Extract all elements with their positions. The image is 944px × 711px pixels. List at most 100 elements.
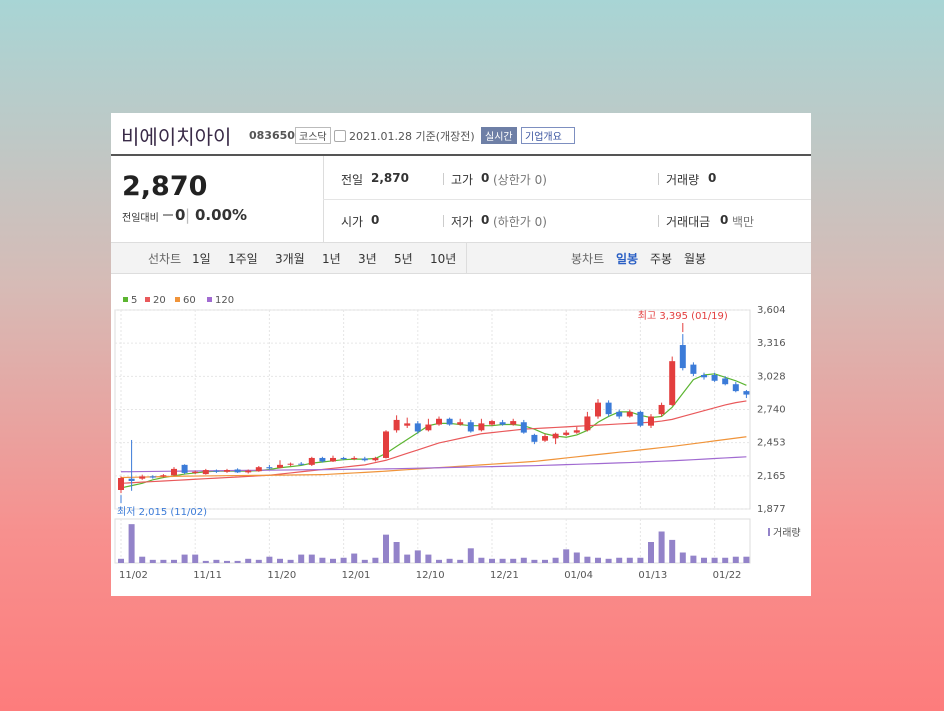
period-tab[interactable]: 1일 <box>192 252 211 266</box>
field-label: 저가 <box>451 215 474 229</box>
high-annotation: 최고 3,395 (01/19) <box>638 310 728 322</box>
candle-body <box>520 422 527 433</box>
clock-icon <box>334 130 346 142</box>
y-tick-label: 2,740 <box>757 405 786 416</box>
volume-bar <box>361 559 368 563</box>
volume-bar <box>467 548 474 563</box>
company-button[interactable]: 기업개요 <box>521 127 575 144</box>
volume-bar <box>626 557 633 563</box>
field-divider <box>658 173 659 185</box>
volume-legend: 거래량 <box>773 527 801 539</box>
separator <box>466 243 467 273</box>
candle-body <box>181 464 188 473</box>
candle-body <box>690 364 697 374</box>
volume-bar <box>308 554 315 563</box>
candle-tab[interactable]: 월봉 <box>684 252 707 266</box>
period-tab[interactable]: 10년 <box>430 252 457 266</box>
candle-body <box>531 434 538 442</box>
volume-bar <box>658 531 665 563</box>
volume-legend-swatch <box>768 528 770 536</box>
candle-body <box>298 463 305 465</box>
volume-bar <box>181 554 188 563</box>
field-value: 0 <box>371 213 380 227</box>
candle-body <box>266 467 273 469</box>
field-extra: (하한가 0) <box>493 215 547 229</box>
period-tab[interactable]: 1주일 <box>228 252 258 266</box>
candle-tab[interactable]: 일봉 <box>616 252 639 266</box>
candle-body <box>202 470 209 475</box>
volume-bar <box>224 560 230 563</box>
field-label: 전일 <box>341 173 364 187</box>
legend-swatch <box>123 297 128 302</box>
field-divider <box>443 173 444 185</box>
candle-body <box>308 457 315 465</box>
volume-bar <box>605 558 612 563</box>
period-tab[interactable]: 5년 <box>394 252 413 266</box>
candle-body <box>563 432 570 435</box>
volume-bar <box>372 557 379 563</box>
candle-body <box>732 384 739 392</box>
flat-icon <box>163 214 173 216</box>
volume-bar <box>330 558 336 563</box>
volume-bar <box>139 556 146 563</box>
stock-name: 비에이치아이 <box>121 125 232 149</box>
y-tick-label: 3,316 <box>757 338 786 349</box>
volume-bar <box>701 557 707 563</box>
field-value: 2,870 <box>371 171 409 185</box>
volume-bar <box>192 554 199 563</box>
volume-bar <box>171 559 177 563</box>
volume-bar <box>743 556 750 563</box>
period-tab[interactable]: 3개월 <box>275 252 305 266</box>
chart: 1,877 2,165 2,453 2,740 3,028 3,316 3,604 11/02… <box>114 295 801 581</box>
legend-swatch <box>207 297 212 302</box>
ma-line <box>120 456 747 473</box>
candle-body <box>510 421 517 425</box>
candle-body <box>351 457 358 460</box>
candle-chart-label: 봉차트 <box>571 252 605 266</box>
x-tick-label: 11/11 <box>193 570 222 581</box>
field-label: 시가 <box>341 215 364 229</box>
x-tick-label: 12/21 <box>490 570 519 581</box>
header-rule <box>111 154 811 156</box>
candle-body <box>648 416 654 426</box>
period-tab[interactable]: 1년 <box>322 252 341 266</box>
volume-bar <box>552 557 559 563</box>
volume-bar <box>669 539 676 563</box>
legend-label: 120 <box>215 295 234 306</box>
candle-body <box>679 345 686 369</box>
realtime-button[interactable]: 실시간 <box>481 127 517 144</box>
volume-bar <box>213 559 220 563</box>
period-tab[interactable]: 3년 <box>358 252 377 266</box>
candle-body <box>383 431 389 458</box>
candle-body <box>658 404 665 415</box>
volume-bar <box>287 559 294 563</box>
divider: | <box>185 206 191 224</box>
volume-bar <box>340 557 347 563</box>
candle-body <box>319 457 326 462</box>
candle-body <box>224 470 230 472</box>
candle-body <box>425 424 432 431</box>
x-tick-label: 12/10 <box>416 570 445 581</box>
field-divider <box>443 215 444 227</box>
candle-body <box>245 470 252 473</box>
y-tick-label: 3,604 <box>757 305 786 316</box>
candle-body <box>361 458 368 461</box>
x-tick-label: 01/22 <box>713 570 742 581</box>
candle-body <box>743 391 750 395</box>
volume-bar <box>679 552 686 563</box>
volume-bar <box>690 555 697 563</box>
market-badge: 코스닥 <box>295 127 331 144</box>
legend-label: 5 <box>131 295 137 306</box>
field-label: 거래대금 <box>666 215 711 229</box>
candle-body <box>171 468 177 476</box>
candle-body <box>340 457 347 460</box>
candle-body <box>722 378 729 385</box>
date: 2021.01.28 기준(개장전) <box>349 130 475 143</box>
legend-label: 20 <box>153 295 166 306</box>
volume-bar <box>149 559 156 563</box>
volume-bar <box>118 558 124 563</box>
candle-body <box>277 464 283 468</box>
candle-tab[interactable]: 주봉 <box>650 252 673 266</box>
volume-bar <box>573 552 580 563</box>
volume-bar <box>128 524 135 563</box>
